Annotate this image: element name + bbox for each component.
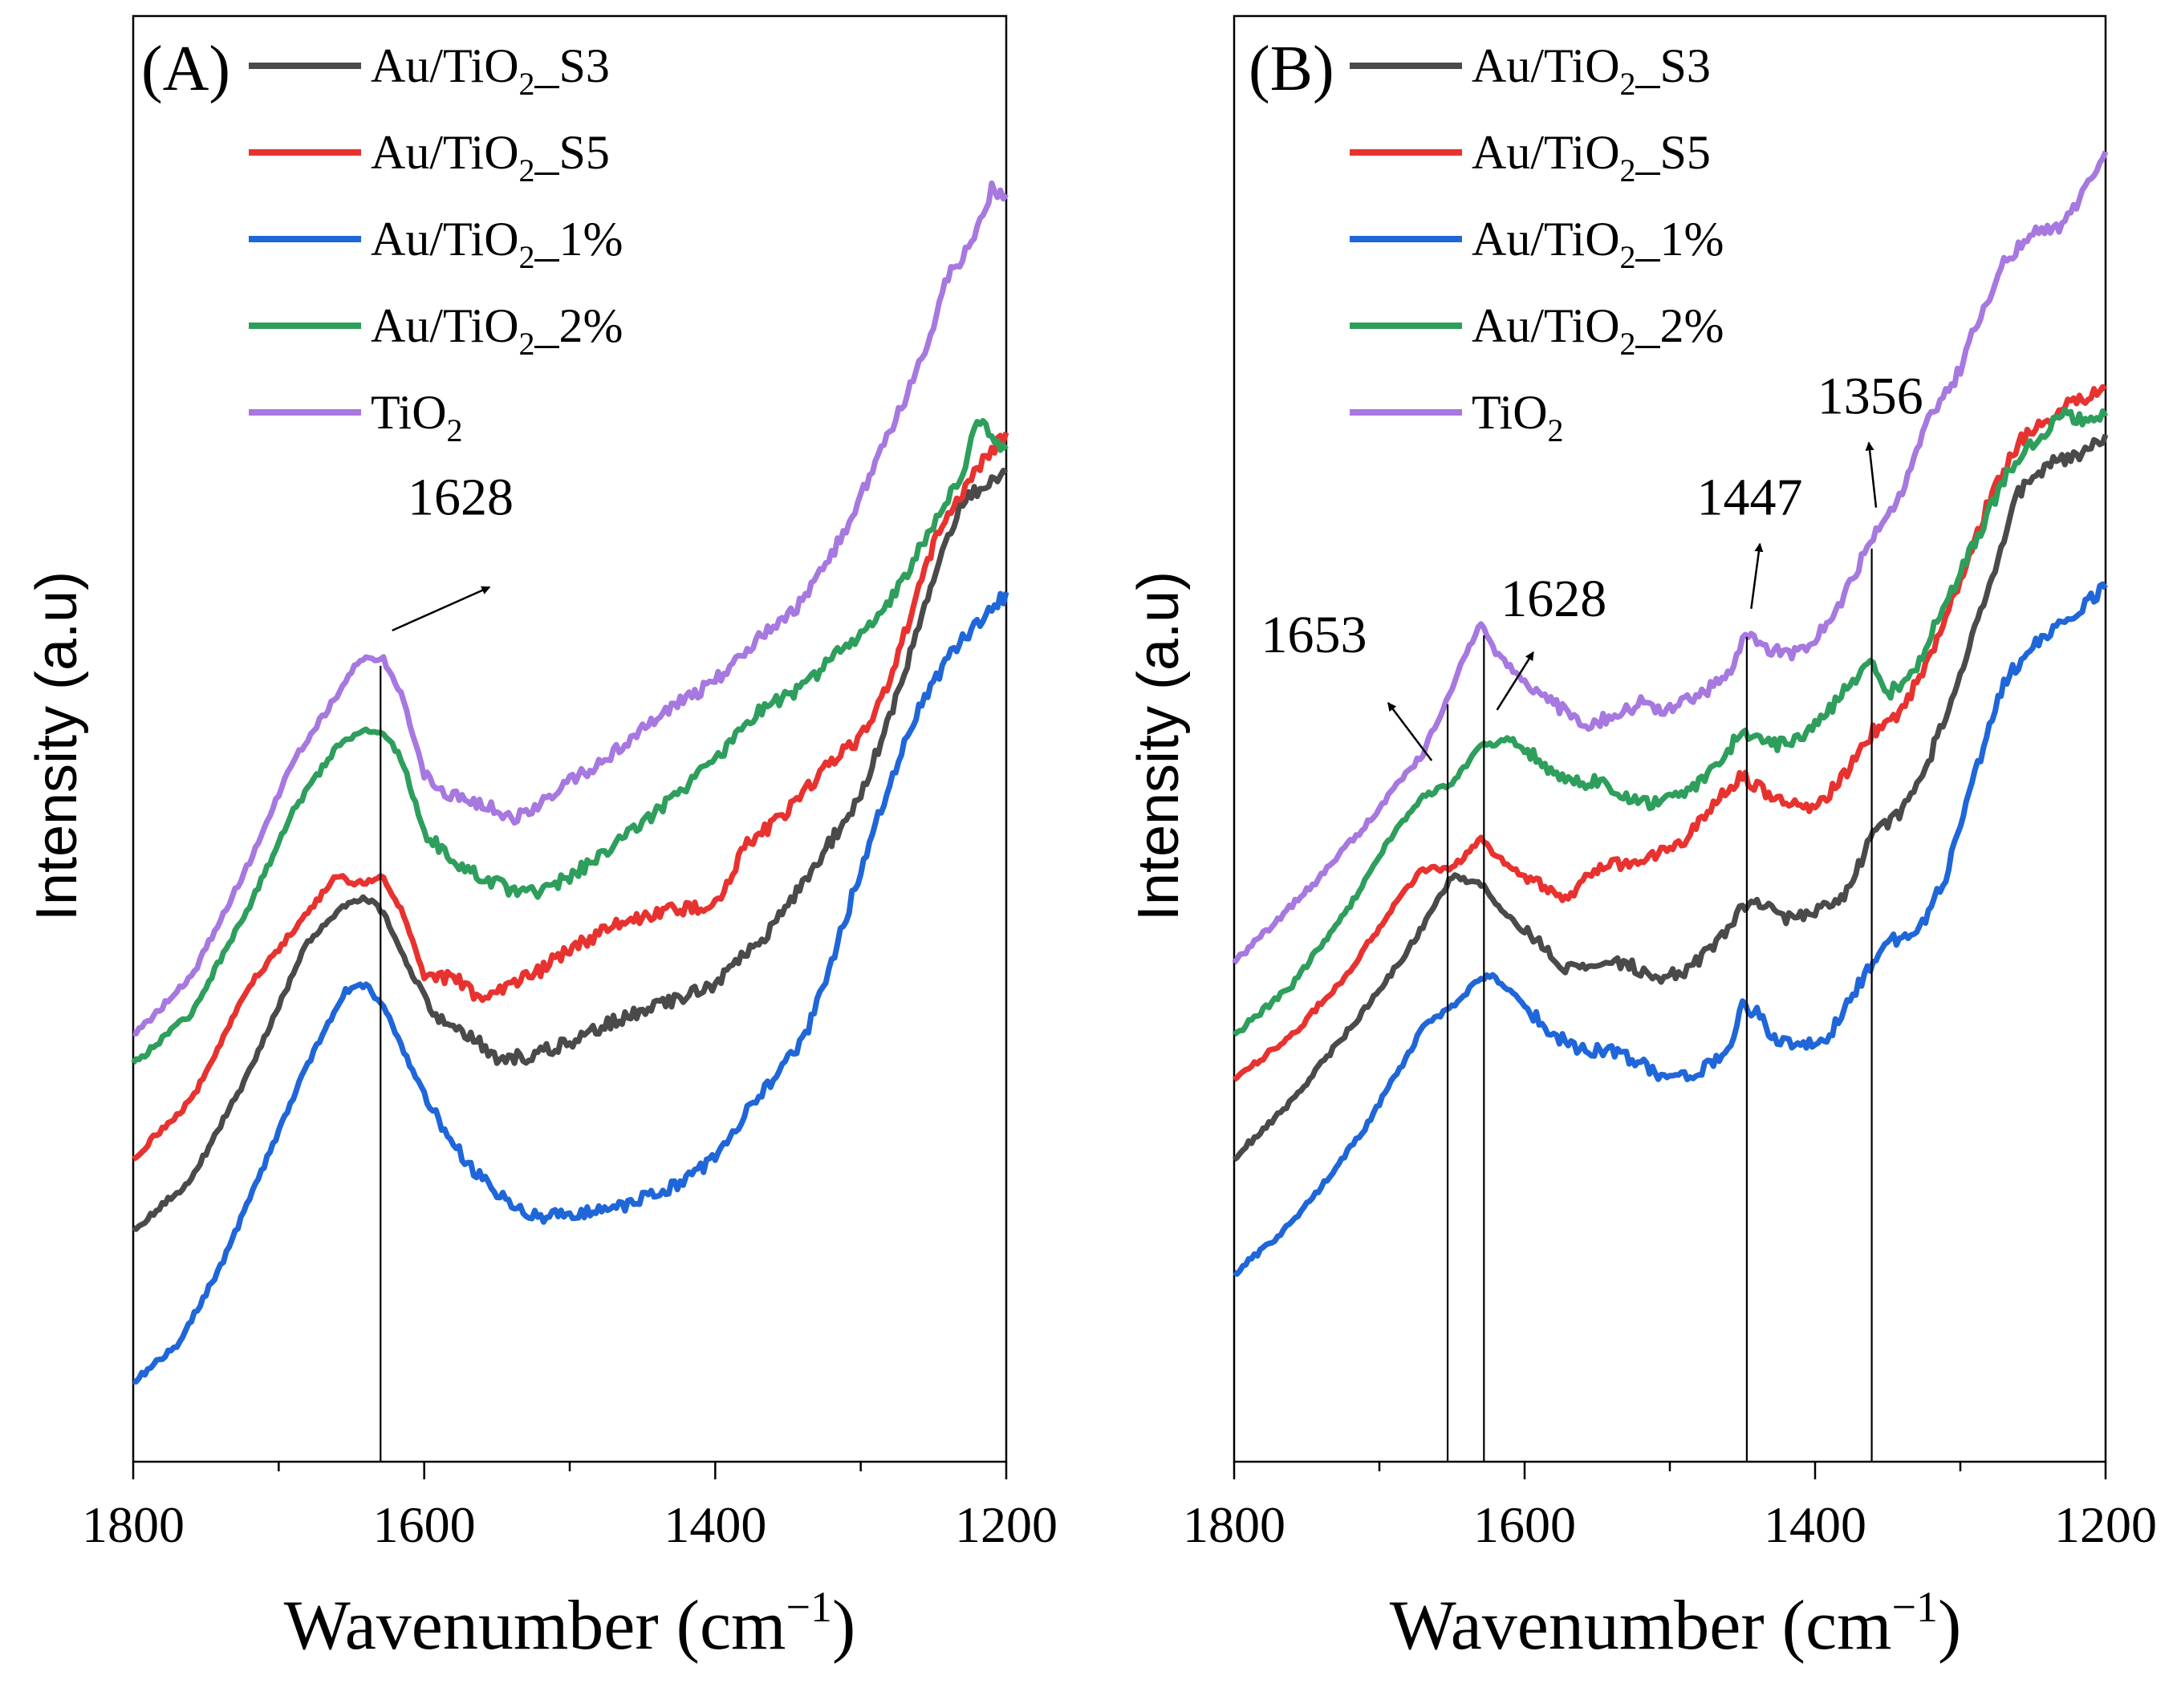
x-tick-label: 1400 (1764, 1496, 1866, 1553)
x-tick-label: 1400 (664, 1496, 766, 1553)
series-line-TiO2 (1232, 150, 2109, 965)
x-axis-label: Wavenumber (cm−1) (1390, 1583, 1962, 1665)
series-line-Au/TiO2_1% (132, 590, 1009, 1385)
peak-label: 1653 (1261, 606, 1367, 664)
peak-arrow (1865, 441, 1878, 508)
x-tick-label: 1800 (82, 1496, 185, 1553)
x-tick-label: 1200 (955, 1496, 1058, 1553)
series-line-Au/TiO2_2% (1232, 406, 2109, 1037)
peak-label: 1447 (1697, 469, 1803, 527)
panel-label: (B) (1249, 34, 1334, 104)
series-line-Au/TiO2_2% (131, 418, 1009, 1065)
peak-arrow (1387, 702, 1433, 761)
panel-b: Intensity (a.u) Wavenumber (cm−1) (B) 18… (1127, 14, 2157, 1665)
x-tick-label: 1800 (1183, 1496, 1285, 1553)
panel-label: (A) (141, 34, 230, 104)
peak-arrow (1496, 651, 1534, 711)
x-axis-label: Wavenumber (cm−1) (284, 1583, 856, 1665)
peak-arrow (392, 586, 491, 631)
x-tick-label: 1600 (1473, 1496, 1576, 1553)
legend-entry: Au/TiO2_1% (371, 213, 623, 275)
legend-entry: Au/TiO2_S3 (371, 39, 610, 102)
legend-entry: Au/TiO2_S3 (1472, 39, 1711, 102)
peak-arrow (1750, 542, 1764, 609)
x-tick-label: 1200 (2054, 1496, 2157, 1553)
series-line-Au/TiO2_1% (1233, 581, 2108, 1277)
peak-label: 1356 (1818, 367, 1923, 426)
series-line-Au/TiO2_S3 (1232, 433, 2109, 1162)
y-axis-label: Intensity (a.u) (1127, 571, 1191, 921)
series-line-TiO2 (132, 180, 1009, 1037)
legend-entry: Au/TiO2_2% (1472, 299, 1724, 362)
legend-entry: TiO2 (371, 386, 463, 448)
peak-label: 1628 (408, 469, 514, 527)
y-axis-label: Intensity (a.u) (25, 571, 89, 921)
peak-label: 1628 (1501, 570, 1606, 628)
legend-entry: Au/TiO2_S5 (371, 126, 610, 189)
legend-entry: Au/TiO2_1% (1472, 213, 1724, 275)
panel-a: Intensity (a.u) Wavenumber (cm−1) (A) 18… (25, 14, 1058, 1665)
x-tick-label: 1600 (373, 1496, 476, 1553)
series-line-Au/TiO2_S3 (132, 468, 1009, 1232)
legend-entry: TiO2 (1472, 386, 1564, 448)
legend-entry: Au/TiO2_S5 (1472, 126, 1711, 189)
legend-entry: Au/TiO2_2% (371, 299, 623, 362)
series-line-Au/TiO2_S5 (132, 432, 1009, 1162)
